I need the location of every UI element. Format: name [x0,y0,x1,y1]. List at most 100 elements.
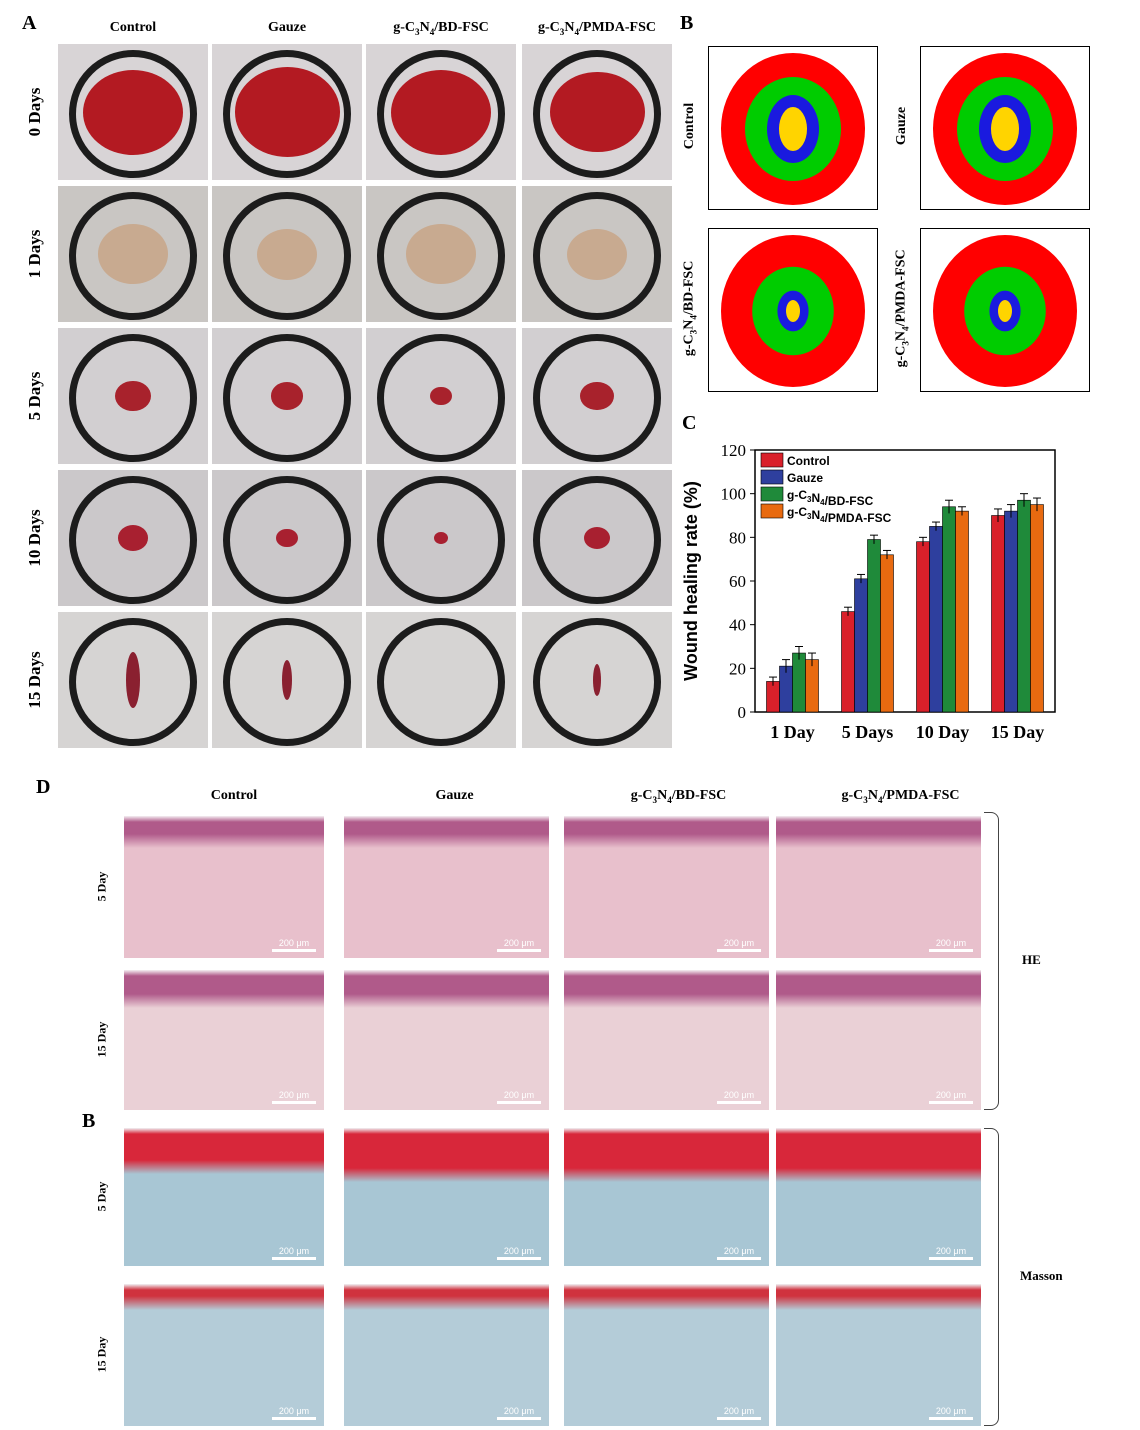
wound-photo [58,470,208,606]
scale-bar-label: 200 μm [723,1406,755,1416]
panel-a-row-header: 1 Days [25,229,44,279]
scale-bar-line [717,1257,761,1260]
scale-bar-line [717,949,761,952]
scale-bar-line [272,949,316,952]
wound-area [567,228,627,280]
trace-shapes [721,53,865,205]
histology-image: 200 μm [564,1284,769,1426]
panel-d-column-header: g-C3N4/BD-FSC [630,788,727,805]
retaining-ring [69,476,197,604]
wound-photo [522,470,672,606]
wound-photo [366,612,516,748]
scale-bar-line [497,1417,541,1420]
bar [1017,499,1031,713]
legend-label: g-C3N4/BD-FSC [787,488,874,508]
wound-trace-map [708,228,878,392]
wound-photo [212,470,362,606]
scale-bar-line [497,949,541,952]
histology-image: 200 μm [776,1128,981,1266]
wound-photo [58,612,208,748]
retaining-ring [223,50,351,178]
y-tick-label: 100 [721,485,747,504]
scale-bar-label: 200 μm [935,1406,967,1416]
wound-area [580,381,614,411]
scale-bar-line [497,1101,541,1104]
legend-label: Control [787,454,830,468]
bar [1030,504,1044,713]
scale-bar: 200 μm [497,938,541,952]
panel-d-column-header: Control [210,788,258,803]
wound-area [584,526,610,550]
scale-bar: 200 μm [717,1090,761,1104]
trace-day10 [779,107,807,151]
bar [916,541,930,713]
panel-a-row-header: 0 Days [25,87,44,137]
y-tick-label: 60 [729,572,746,591]
scale-bar-line [272,1101,316,1104]
bar [880,554,894,713]
legend-swatch [760,503,784,519]
masson-label: Masson [1020,1268,1063,1283]
y-axis-label: Wound healing rate (%) [681,481,701,681]
panel-b-label: B [680,12,694,34]
y-tick-label: 120 [721,441,747,460]
panel-a-label: A [22,12,37,34]
retaining-ring [223,618,351,746]
bar [1004,510,1018,713]
legend-swatch [760,469,784,485]
wound-photo [58,328,208,464]
wound-area [430,386,452,406]
scale-bar-label: 200 μm [723,1090,755,1100]
wound-area [257,228,317,280]
scale-bar: 200 μm [272,1090,316,1104]
retaining-ring [533,192,661,320]
scale-bar-line [929,949,973,952]
wound-area [434,532,448,544]
bar [867,539,881,713]
retaining-ring [377,50,505,178]
histology-image: 200 μm [776,1284,981,1426]
scale-bar: 200 μm [497,1090,541,1104]
retaining-ring [69,50,197,178]
wound-area [234,67,340,157]
wound-photo [212,44,362,180]
wound-area [549,71,645,153]
bar [929,526,943,713]
scale-bar-line [929,1101,973,1104]
wound-photo [522,328,672,464]
scale-bar-label: 200 μm [935,1090,967,1100]
scale-bar: 200 μm [272,1406,316,1420]
retaining-ring [377,618,505,746]
panel-d-column-header: g-C3N4/PMDA-FSC [841,788,960,805]
wound-trace-map [708,46,878,210]
wound-area [276,528,298,548]
y-tick-label: 80 [729,528,746,547]
retaining-ring [223,192,351,320]
scale-bar: 200 μm [717,1246,761,1260]
retaining-ring [69,334,197,462]
scale-bar: 200 μm [497,1406,541,1420]
retaining-ring [69,192,197,320]
scale-bar: 200 μm [717,1406,761,1420]
scale-bar: 200 μm [929,1246,973,1260]
wound-photo [366,186,516,322]
scale-bar-label: 200 μm [278,1090,310,1100]
wound-area [126,652,140,708]
scale-bar: 200 μm [929,1406,973,1420]
retaining-ring [223,476,351,604]
bar [779,665,793,713]
scale-bar-line [929,1417,973,1420]
scale-bar-line [929,1257,973,1260]
legend-label: g-C3N4/PMDA-FSC [787,505,892,525]
histology-image: 200 μm [776,816,981,958]
wound-photo [212,186,362,322]
panel-d-label: D [36,776,51,798]
wound-photo [58,186,208,322]
scale-bar-label: 200 μm [503,1246,535,1256]
wound-area [118,525,148,551]
panel-d-sub-label: B [82,1110,96,1132]
panel-d-row-header: 5 Day [94,1181,109,1212]
histology-image: 200 μm [344,1284,549,1426]
histology-image: 200 μm [124,1128,324,1266]
y-tick-label: 40 [729,616,746,635]
